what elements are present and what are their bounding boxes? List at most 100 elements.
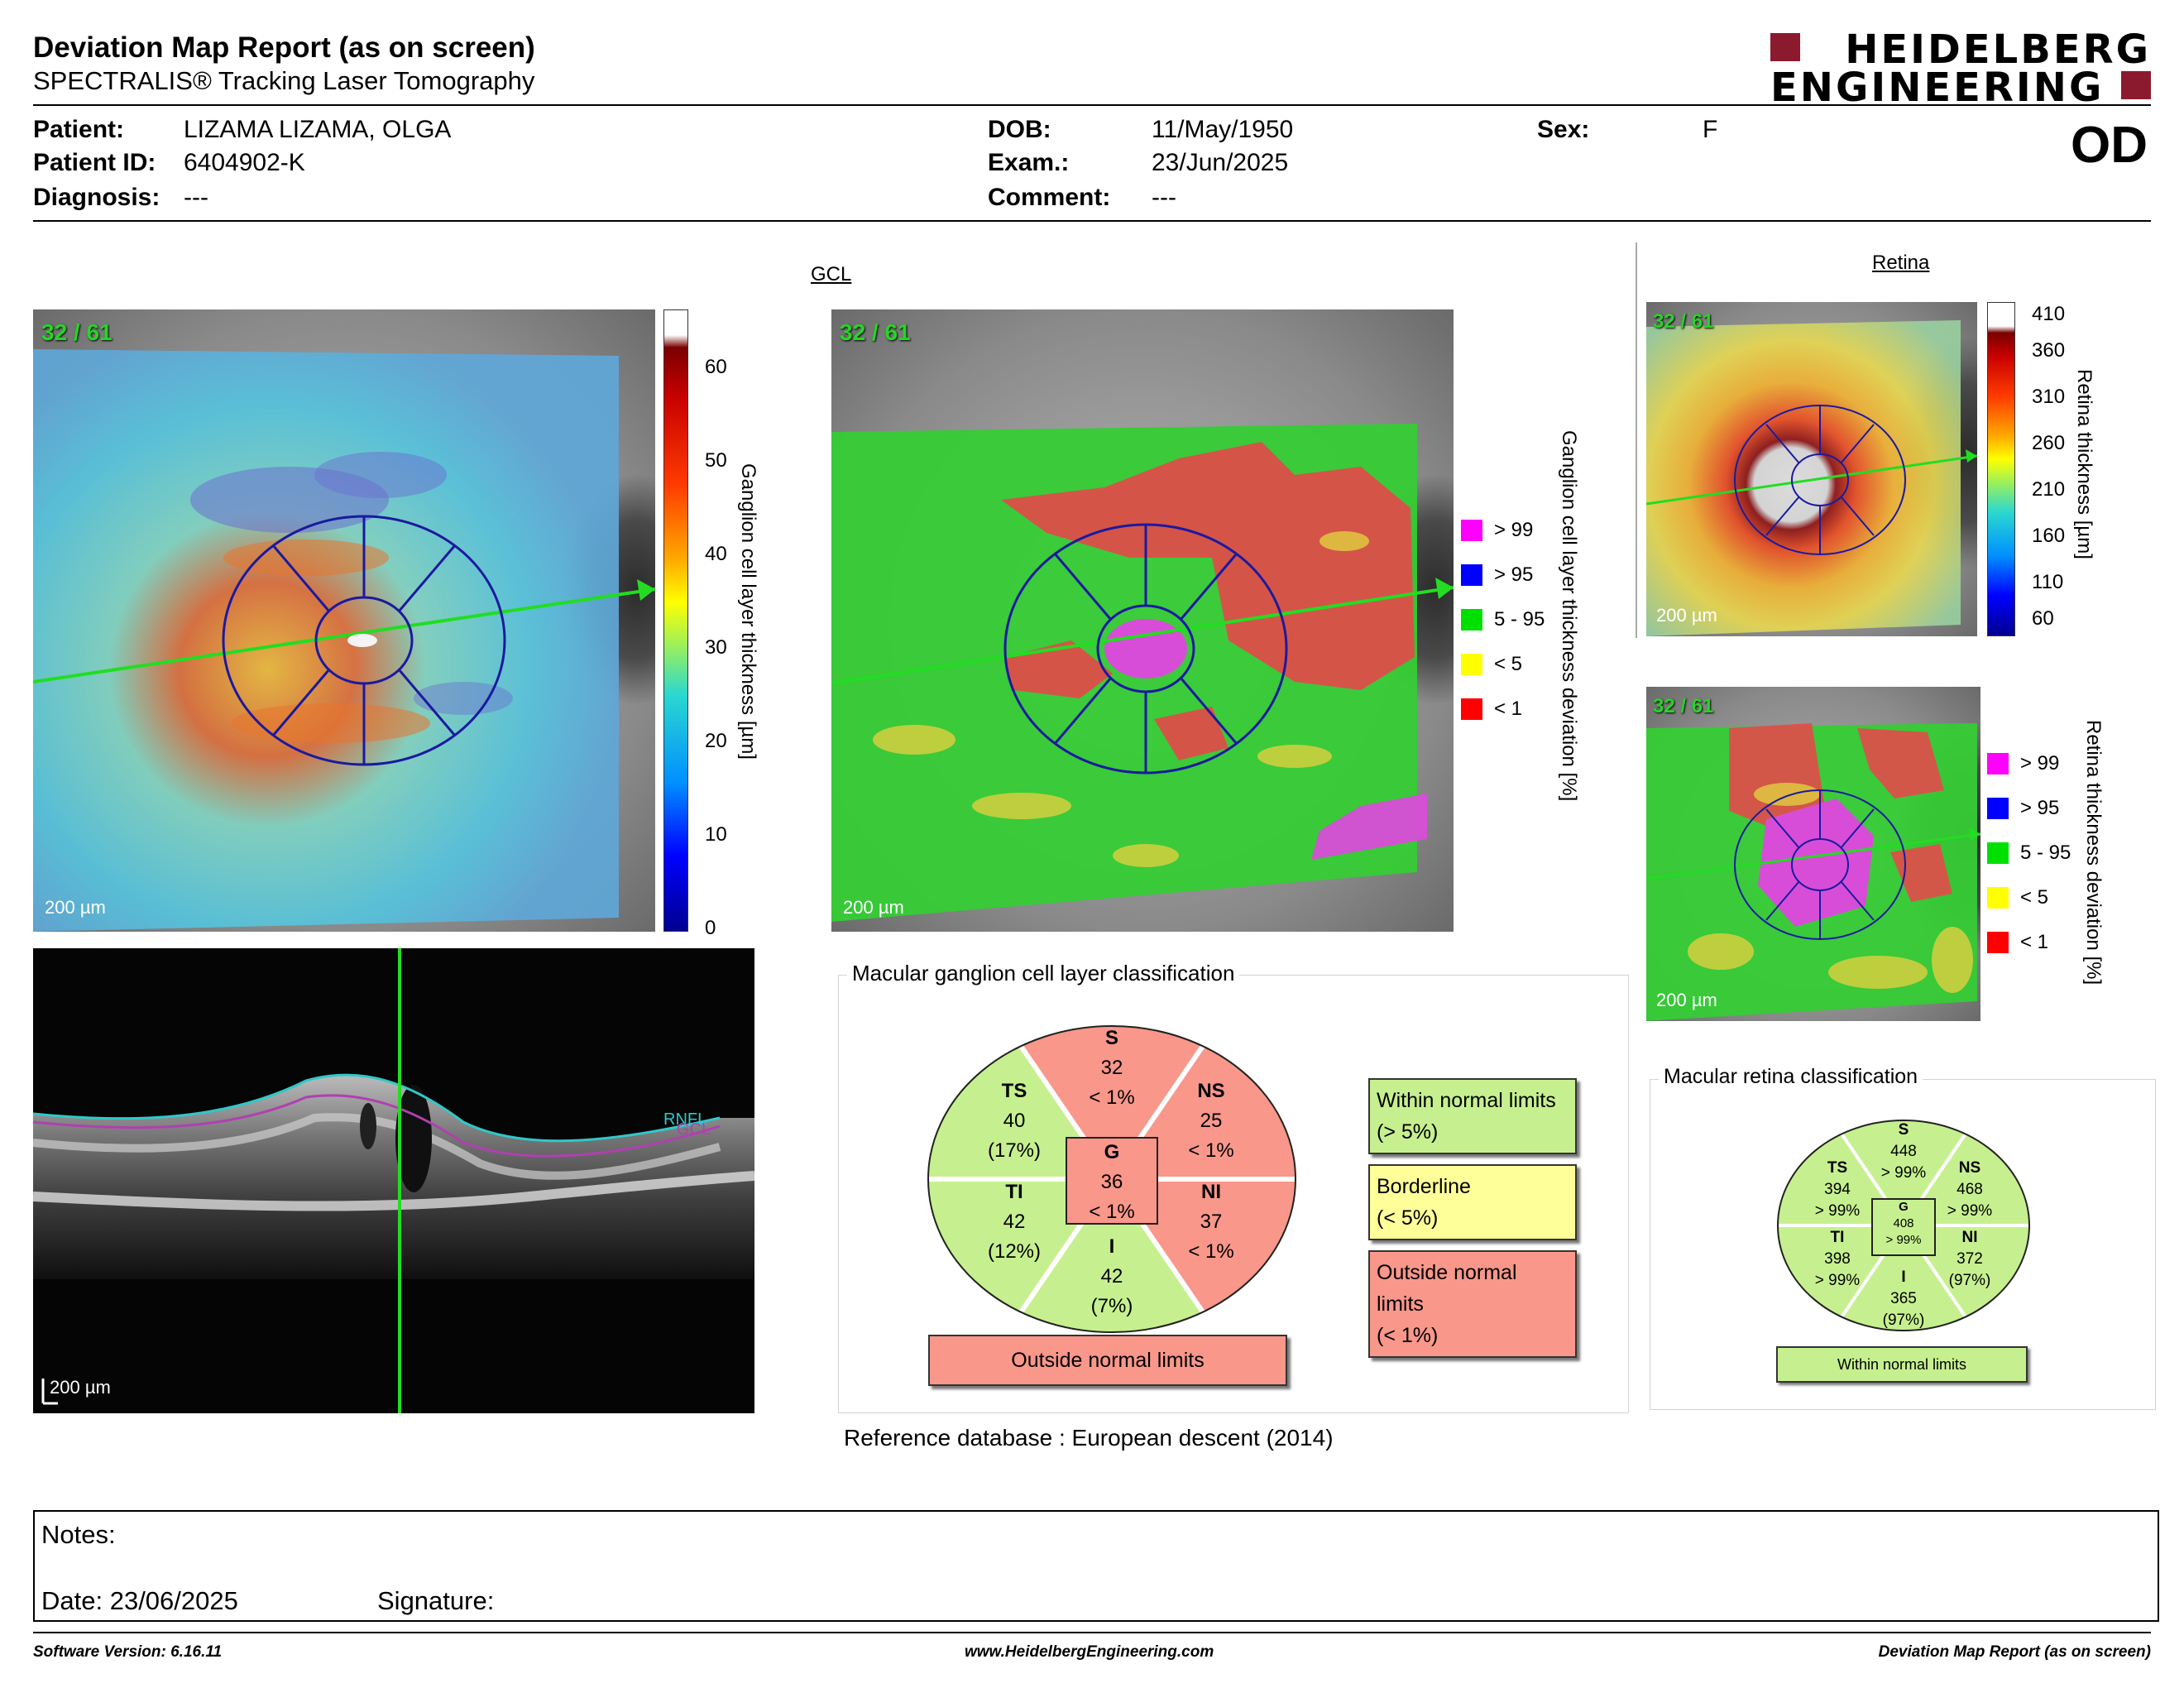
report-subtitle: SPECTRALIS® Tracking Laser Tomography	[33, 66, 535, 95]
legend-swatch-red	[1461, 698, 1482, 720]
footer-software-version: Software Version: 6.16.11	[33, 1643, 223, 1661]
gcl-thickness-colorbar	[663, 309, 688, 932]
retina-classification-panel: Macular retina classification S 448 > 99…	[1650, 1065, 2156, 1410]
legend-swatch-magenta	[1461, 520, 1482, 541]
retina-sector-ns: NS 468 > 99%	[1937, 1158, 2003, 1222]
key-borderline-label: Borderline	[1377, 1175, 1471, 1198]
reference-database: Reference database : European descent (2…	[844, 1425, 1334, 1451]
legend-label: > 99	[1494, 519, 1534, 541]
gcl-legend-gt99: > 99	[1461, 508, 1545, 553]
retina-sector-ni: NI 372 (97%)	[1937, 1227, 2003, 1292]
eye-laterality: OD	[2071, 117, 2148, 174]
dob-value: 11/May/1950	[1152, 116, 1294, 143]
gcl-sector-i: I 42 (7%)	[1062, 1232, 1161, 1321]
sector-name: NI	[1961, 1229, 1978, 1246]
patient-id: 6404902-K	[184, 149, 305, 176]
retina-tick-210: 210	[2032, 478, 2066, 501]
comment-label: Comment:	[988, 184, 1111, 211]
retina-tick-60: 60	[2032, 607, 2054, 630]
logo-square-bottom	[2121, 71, 2151, 99]
sector-pct: (97%)	[1948, 1272, 1991, 1289]
sector-name: S	[1104, 1027, 1118, 1049]
gcl-classification-result: Outside normal limits	[928, 1335, 1287, 1386]
retina-deviation-legend: > 99 > 95 5 - 95 < 5 < 1	[1987, 741, 2071, 965]
sector-value: 372	[1956, 1250, 1983, 1268]
retina-tick-110: 110	[2032, 571, 2064, 593]
retina-sector-chart	[1777, 1120, 2030, 1331]
sector-value: 37	[1200, 1211, 1223, 1233]
sex-label: Sex:	[1537, 116, 1590, 143]
legend-swatch-magenta	[1987, 753, 2009, 774]
patient-label: Patient:	[33, 116, 125, 143]
bscan-layer-rnfl: RNFL	[663, 1110, 707, 1129]
retina-thickness-frame-counter: 32 / 61	[1653, 310, 1714, 333]
sector-name: NS	[1197, 1080, 1225, 1102]
retina-tick-160: 160	[2032, 525, 2066, 547]
gcl-sector-s: S 32 < 1%	[1062, 1024, 1161, 1113]
retina-deviation-axis-label: Retina thickness deviation [%]	[2082, 720, 2105, 985]
report-title: Deviation Map Report (as on screen)	[33, 31, 535, 64]
key-within-label: Within normal limits	[1377, 1089, 1556, 1112]
key-outside-label: Outside normal limits	[1377, 1261, 1517, 1316]
diagnosis-value: ---	[184, 184, 208, 211]
sector-pct: < 1%	[1188, 1139, 1234, 1162]
gcl-tick-0: 0	[705, 917, 716, 939]
legend-label: 5 - 95	[1494, 608, 1545, 631]
key-outside-range: (< 1%)	[1377, 1324, 1439, 1347]
patient-rule	[33, 220, 2151, 222]
sector-value: 32	[1100, 1057, 1123, 1079]
retina-tick-410: 410	[2032, 303, 2066, 325]
retina-deviation-scale-bar: 200 µm	[1656, 990, 1717, 1010]
sector-name: TI	[1830, 1229, 1845, 1246]
retina-sector-s: S 448 > 99%	[1870, 1120, 1937, 1184]
gcl-deviation-axis-label: Ganglion cell layer thickness deviation …	[1558, 430, 1580, 802]
sector-pct: > 99%	[1885, 1233, 1922, 1247]
sector-value: 468	[1956, 1181, 1983, 1198]
reference-label: Reference database	[844, 1425, 1053, 1451]
sector-value: 42	[1100, 1265, 1123, 1288]
gcl-tick-60: 60	[705, 356, 727, 378]
gcl-classification-title: Macular ganglion cell layer classificati…	[847, 961, 1240, 986]
heidelberg-logo: HEIDELBERG ENGINEERING	[1770, 26, 2151, 108]
patient-id-label: Patient ID:	[33, 149, 156, 176]
section-divider	[1636, 242, 1637, 638]
legend-swatch-green	[1987, 842, 2009, 864]
footer-website-link[interactable]: www.HeidelbergEngineering.com	[965, 1643, 1214, 1661]
retina-thickness-map: 32 / 61 200 µm	[1646, 302, 1977, 636]
retina-tick-310: 310	[2032, 386, 2066, 408]
retina-deviation-frame-counter: 32 / 61	[1653, 695, 1714, 717]
gcl-tick-30: 30	[705, 636, 727, 659]
bscan-image	[33, 948, 754, 1413]
sector-name: NS	[1958, 1159, 1981, 1177]
gcl-legend-5-95: 5 - 95	[1461, 597, 1545, 642]
legend-swatch-green	[1461, 609, 1482, 631]
gcl-thickness-colorbar-label: Ganglion cell layer thickness [µm]	[737, 463, 759, 760]
sector-pct: (97%)	[1882, 1312, 1925, 1329]
sector-name: G	[1104, 1141, 1120, 1163]
gcl-tick-10: 10	[705, 823, 727, 846]
legend-label: < 5	[2020, 886, 2049, 909]
retina-sector-g: G 408 > 99%	[1872, 1199, 1935, 1249]
legend-label: > 99	[2020, 752, 2060, 774]
patient-name: LIZAMA LIZAMA, OLGA	[184, 116, 452, 143]
sector-pct: < 1%	[1089, 1086, 1135, 1109]
gcl-tick-50: 50	[705, 449, 727, 472]
notes-box: Notes: Date: 23/06/2025 Signature:	[33, 1510, 2159, 1622]
reference-separator: :	[1052, 1425, 1072, 1451]
legend-label: < 5	[1494, 653, 1523, 675]
key-borderline-range: (< 5%)	[1377, 1206, 1439, 1230]
sector-name: TS	[1827, 1159, 1848, 1177]
sector-value: 365	[1890, 1290, 1917, 1307]
sector-name: TI	[1005, 1181, 1023, 1203]
sector-value: 36	[1100, 1171, 1123, 1193]
logo-square-top	[1770, 33, 1800, 61]
exam-value: 23/Jun/2025	[1152, 149, 1289, 176]
legend-label: > 95	[2020, 797, 2060, 819]
gcl-deviation-map: 32 / 61 200 µm	[831, 309, 1454, 932]
retina-thickness-scale-bar: 200 µm	[1656, 605, 1717, 626]
sector-pct: (12%)	[987, 1240, 1042, 1263]
gcl-sector-chart	[927, 1025, 1296, 1333]
logo-line-1: HEIDELBERG	[1845, 26, 2151, 73]
retina-legend-gt95: > 95	[1987, 786, 2071, 831]
sector-value: 42	[1003, 1211, 1026, 1233]
